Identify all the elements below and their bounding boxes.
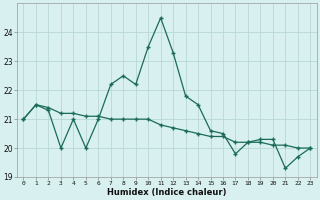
X-axis label: Humidex (Indice chaleur): Humidex (Indice chaleur)	[107, 188, 227, 197]
